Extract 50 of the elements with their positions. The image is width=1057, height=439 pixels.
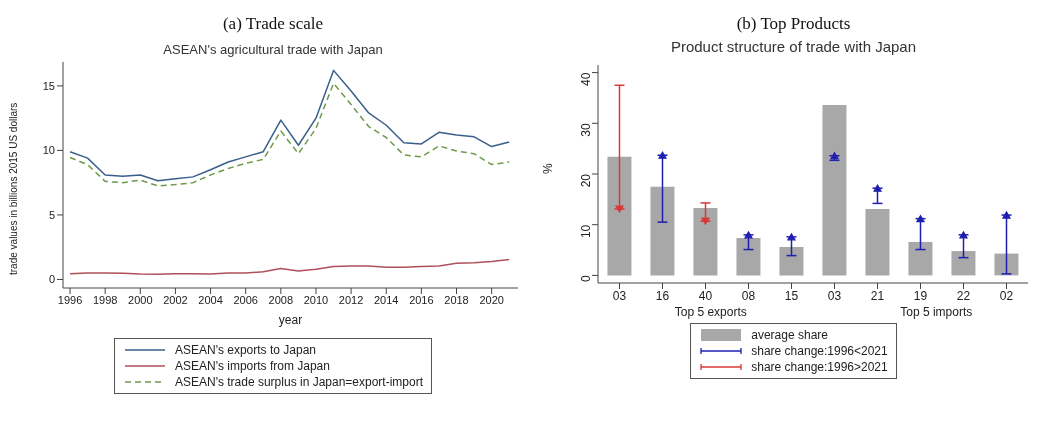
x-tick-label: 2012 xyxy=(338,293,364,306)
y-axis-title: trade values in billions 2015 US dollars xyxy=(7,102,19,275)
legend-label: share change:1996<2021 xyxy=(751,343,888,359)
x-tick-label: 02 xyxy=(999,288,1014,303)
x-tick-label: 2016 xyxy=(409,293,434,306)
x-tick-label: 2018 xyxy=(444,293,469,306)
y-tick-label: 5 xyxy=(48,208,55,221)
x-tick-label: 03 xyxy=(612,288,627,303)
line-series xyxy=(69,82,510,187)
text: Top 5 exports xyxy=(674,305,747,319)
chart-title: (a) Trade scale xyxy=(221,14,325,34)
y-tick-label: 40 xyxy=(579,72,594,86)
y-tick-label: 10 xyxy=(42,144,55,157)
x-tick-label: 21 xyxy=(870,288,885,303)
x-tick-label: 15 xyxy=(784,288,799,303)
y-tick-label: 0 xyxy=(48,273,55,286)
x-tick-label: 22 xyxy=(956,288,971,303)
x-tick-label: 2020 xyxy=(479,293,504,306)
x-tick-label: 2010 xyxy=(303,293,329,306)
x-tick-label: 03 xyxy=(827,288,842,303)
y-tick-label: 10 xyxy=(579,224,594,239)
x-tick-label: 2002 xyxy=(163,293,188,306)
line-series xyxy=(69,69,510,182)
chart-subtitle: Product structure of trade with Japan xyxy=(669,38,918,55)
x-tick-label: 2000 xyxy=(128,293,153,306)
legend-label: ASEAN's trade surplus in Japan=export-import xyxy=(174,374,424,390)
x-tick-label: 1998 xyxy=(92,293,118,306)
y-axis-title: % xyxy=(541,163,556,174)
x-tick-label: 08 xyxy=(741,288,756,303)
x-tick-label: 2014 xyxy=(374,293,399,306)
legend-label: ASEAN's imports from Japan xyxy=(174,358,330,374)
y-tick-label: 0 xyxy=(579,275,594,283)
y-tick-label: 20 xyxy=(579,173,594,188)
x-tick-label: 2008 xyxy=(268,293,294,306)
y-tick-label: 30 xyxy=(579,122,594,137)
legend-label: ASEAN's exports to Japan xyxy=(174,342,316,358)
x-tick-label: 19 xyxy=(913,288,928,303)
x-tick-label: 2006 xyxy=(233,293,258,306)
chart-subtitle: ASEAN's agricultural trade with Japan xyxy=(162,42,384,57)
legend-label: share change:1996>2021 xyxy=(751,359,888,375)
chart-title: (b) Top Products xyxy=(735,14,852,34)
x-tick-label: 40 xyxy=(698,288,713,303)
x-tick-label: 16 xyxy=(655,288,670,303)
x-axis-title: year xyxy=(278,313,303,327)
legend-label: average share xyxy=(751,327,828,343)
line-series xyxy=(69,258,510,276)
x-tick-label: 1996 xyxy=(57,293,83,306)
text: Top 5 imports xyxy=(900,305,973,319)
y-tick-label: 15 xyxy=(42,79,55,92)
x-tick-label: 2004 xyxy=(198,293,223,306)
